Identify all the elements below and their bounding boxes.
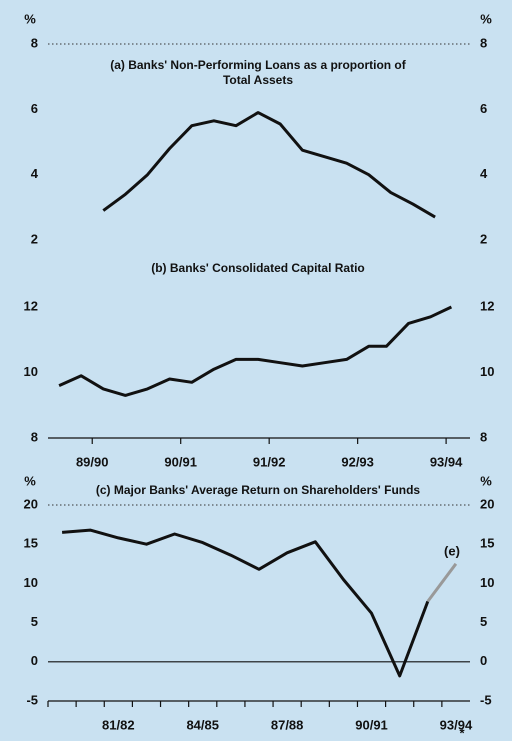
panel-title: (b) Banks' Consolidated Capital Ratio (151, 261, 365, 275)
y-tick-label: 10 (480, 575, 494, 590)
x-tick-label: 90/91 (355, 717, 388, 732)
y-tick-label: 2 (480, 231, 487, 246)
y-tick-label: -5 (26, 692, 38, 707)
data-line (426, 562, 458, 603)
y-tick-label: 20 (24, 496, 38, 511)
y-tick-label: 20 (480, 496, 494, 511)
y-tick-label: 2 (31, 231, 38, 246)
x-tick-label: 93/94 (440, 717, 473, 732)
y-tick-label: 5 (480, 614, 487, 629)
y-tick-label: 12 (480, 298, 494, 313)
annotation: (e) (444, 543, 460, 558)
unit-label: % (24, 473, 36, 488)
panel-title: (c) Major Banks' Average Return on Share… (96, 483, 421, 497)
data-line (58, 305, 453, 397)
y-tick-label: 5 (31, 614, 38, 629)
y-tick-label: 8 (480, 429, 487, 444)
y-tick-label: 4 (480, 166, 488, 181)
y-tick-label: 12 (24, 298, 38, 313)
y-tick-label: 8 (480, 35, 487, 50)
x-tick-label: 89/90 (76, 454, 109, 469)
panel-title: Total Assets (223, 73, 293, 87)
panel-title: (a) Banks' Non-Performing Loans as a pro… (110, 58, 407, 72)
x-tick-label: 84/85 (186, 717, 219, 732)
y-tick-label: 0 (31, 653, 38, 668)
data-line (61, 528, 430, 678)
x-tick-label: 93/94 (430, 454, 463, 469)
x-tick-label: 90/91 (164, 454, 197, 469)
x-tick-label: 81/82 (102, 717, 135, 732)
y-tick-label: 10 (480, 364, 494, 379)
y-tick-label: 6 (31, 101, 38, 116)
data-line (102, 111, 436, 219)
unit-label: % (480, 11, 492, 26)
y-tick-label: 8 (31, 35, 38, 50)
x-tick-label: 91/92 (253, 454, 286, 469)
y-tick-label: 10 (24, 575, 38, 590)
y-tick-label: 4 (31, 166, 39, 181)
y-tick-label: 0 (480, 653, 487, 668)
y-tick-label: 15 (480, 536, 494, 551)
unit-label: % (480, 473, 492, 488)
annotation: * (459, 725, 465, 740)
y-tick-label: 8 (31, 429, 38, 444)
y-tick-label: 10 (24, 364, 38, 379)
y-tick-label: 6 (480, 101, 487, 116)
unit-label: % (24, 11, 36, 26)
x-tick-label: 92/93 (341, 454, 374, 469)
x-tick-label: 87/88 (271, 717, 304, 732)
y-tick-label: 15 (24, 536, 38, 551)
y-tick-label: -5 (480, 692, 492, 707)
